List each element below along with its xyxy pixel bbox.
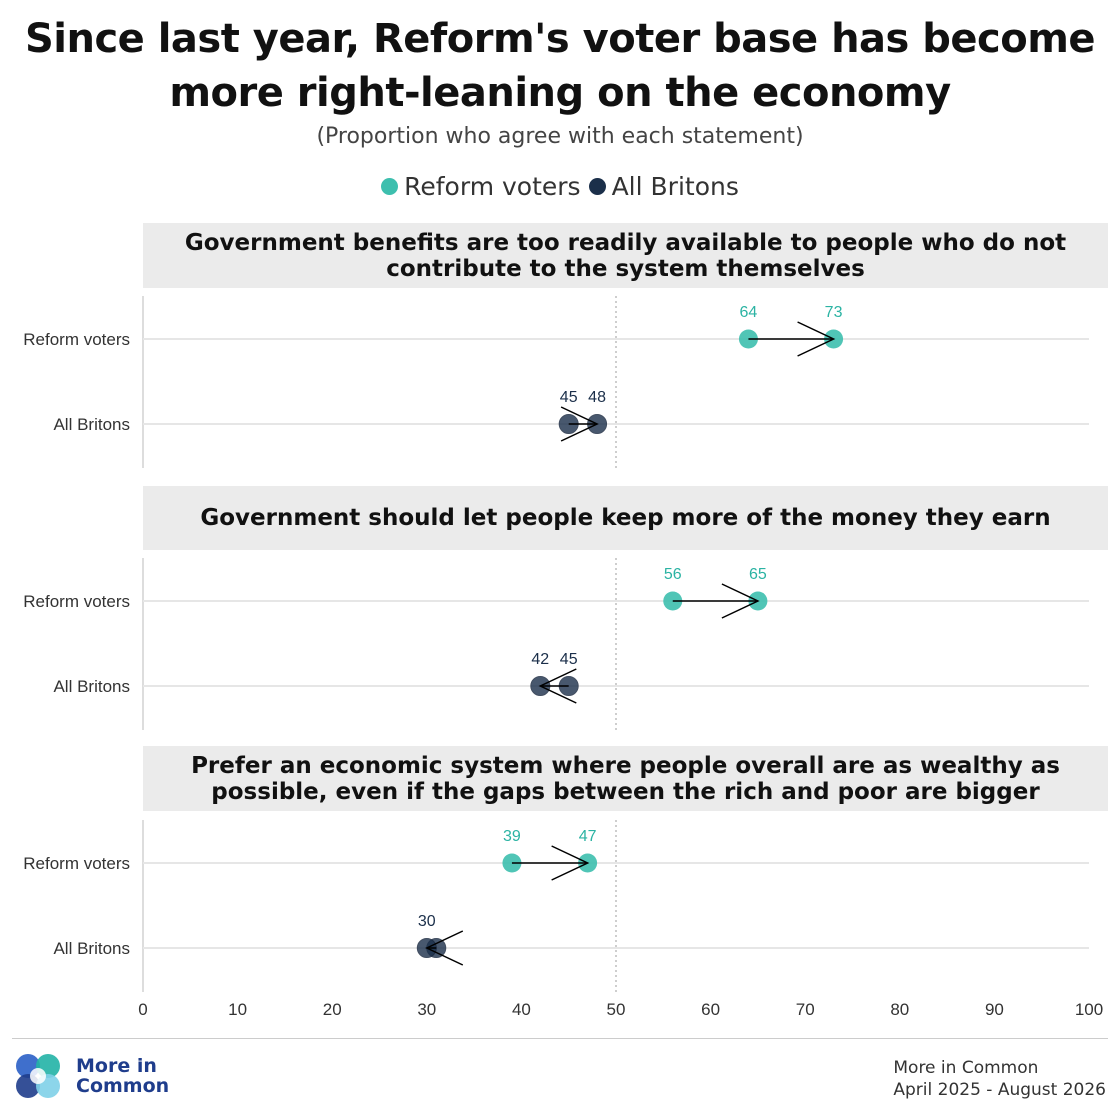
data-label: 48 bbox=[588, 389, 606, 406]
chart-title-line-1: Since last year, Reform's voter base has… bbox=[24, 16, 1096, 62]
data-label: 56 bbox=[664, 566, 682, 583]
x-tick-label: 90 bbox=[985, 1000, 1004, 1019]
panel-2-title-line-1: Government should let people keep more o… bbox=[200, 505, 1051, 531]
logo-mark-icon bbox=[16, 1054, 60, 1098]
data-label: 73 bbox=[825, 304, 843, 321]
x-tick-label: 40 bbox=[512, 1000, 531, 1019]
panel-3-header: Prefer an economic system where people o… bbox=[143, 746, 1108, 811]
logo-wordmark: More in Common bbox=[76, 1056, 169, 1096]
legend-swatch-britons bbox=[588, 178, 606, 195]
legend-label-britons: All Britons bbox=[611, 172, 739, 201]
data-label: 45 bbox=[560, 651, 578, 668]
data-label: 65 bbox=[749, 566, 767, 583]
chart-subtitle: (Proportion who agree with each statemen… bbox=[316, 124, 804, 149]
change-arrow-head bbox=[425, 930, 464, 966]
x-tick-label: 70 bbox=[796, 1000, 815, 1019]
x-tick-label: 50 bbox=[607, 1000, 626, 1019]
more-in-common-logo: More in Common bbox=[14, 1052, 169, 1100]
legend-item-reform: Reform voters bbox=[381, 172, 581, 201]
row-label: Reform voters bbox=[23, 592, 130, 611]
legend-swatch-reform bbox=[381, 178, 399, 195]
row-label: Reform voters bbox=[23, 330, 130, 349]
change-arrow-head bbox=[551, 845, 590, 881]
data-label: 64 bbox=[740, 304, 758, 321]
x-tick-label: 100 bbox=[1075, 1000, 1103, 1019]
logo-line-1: More in bbox=[76, 1055, 157, 1077]
row-label: Reform voters bbox=[23, 854, 130, 873]
panel-3-title-line-1: Prefer an economic system where people o… bbox=[191, 752, 1060, 779]
chart-title-line-2: more right-leaning on the economy bbox=[169, 70, 951, 116]
x-tick-label: 10 bbox=[228, 1000, 247, 1019]
chart-title: Since last year, Reform's voter base has… bbox=[0, 12, 1120, 120]
source-dates: April 2025 - August 2026 bbox=[893, 1080, 1106, 1100]
change-arrow-head bbox=[560, 406, 599, 442]
x-tick-label: 0 bbox=[138, 1000, 147, 1019]
row-label: All Britons bbox=[53, 415, 130, 434]
logo-line-2: Common bbox=[76, 1075, 170, 1097]
x-tick-label: 80 bbox=[890, 1000, 909, 1019]
legend-label-reform: Reform voters bbox=[404, 172, 581, 201]
panel-1-header: Government benefits are too readily avai… bbox=[143, 223, 1108, 288]
data-label: 42 bbox=[531, 651, 549, 668]
data-label: 47 bbox=[579, 828, 597, 845]
panel-3-title-line-2: possible, even if the gaps between the r… bbox=[211, 778, 1040, 805]
legend-item-britons: All Britons bbox=[588, 172, 739, 201]
data-label: 30 bbox=[418, 913, 436, 930]
x-tick-label: 30 bbox=[417, 1000, 436, 1019]
change-arrow-head bbox=[721, 583, 760, 619]
data-label: 39 bbox=[503, 828, 521, 845]
dumbbell-chart: Reform voters 64 73 All Britons 45 48 Reform v… bbox=[23, 296, 1103, 1019]
x-tick-label: 60 bbox=[701, 1000, 720, 1019]
change-arrow-head bbox=[538, 668, 577, 704]
legend: Reform voters All Britons bbox=[0, 172, 1120, 201]
x-tick-label: 20 bbox=[323, 1000, 342, 1019]
row-label: All Britons bbox=[53, 677, 130, 696]
panel-1-title-line-2: contribute to the system themselves bbox=[386, 255, 865, 282]
footer-divider bbox=[12, 1038, 1108, 1039]
source-org: More in Common bbox=[893, 1058, 1039, 1078]
panel-2-header: Government should let people keep more o… bbox=[143, 486, 1108, 550]
row-label: All Britons bbox=[53, 939, 130, 958]
source-note: More in Common April 2025 - August 2026 bbox=[893, 1057, 1106, 1101]
panel-1-title-line-1: Government benefits are too readily avai… bbox=[184, 229, 1067, 256]
change-arrow-head bbox=[797, 321, 836, 357]
data-label: 45 bbox=[560, 389, 578, 406]
